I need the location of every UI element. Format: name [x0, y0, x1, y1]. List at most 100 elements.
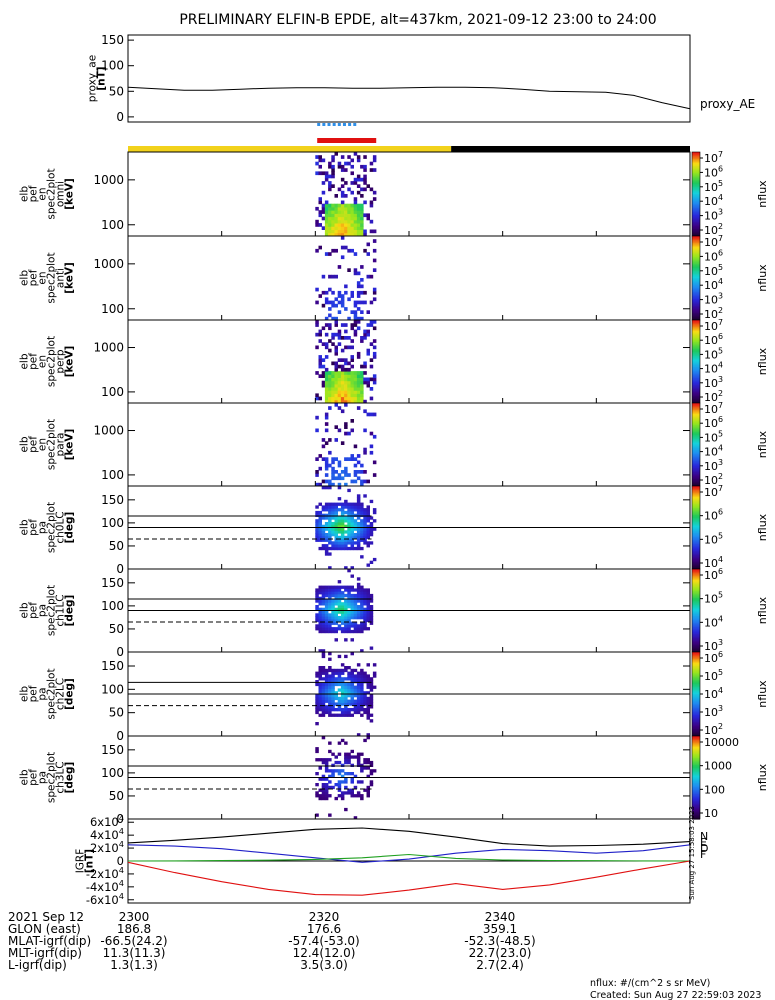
panel-ch0lc-cell [328, 510, 332, 515]
panel-ch3lc-colorbar-segment [692, 810, 700, 813]
panel-ch2lc-colorbar-segment [692, 685, 700, 688]
panel-ch3lc-colorbar-segment [692, 776, 700, 779]
panel-ch2lc-cell [356, 682, 361, 687]
panel-ch3lc-colorbar-segment [692, 741, 700, 744]
panel-omni-cell [369, 219, 374, 224]
panel-ch3lc-cell [324, 763, 329, 767]
panel-anti-colorbar-segment [692, 317, 700, 320]
panel-para-colorbar-segment [692, 461, 700, 464]
panel-omni-cell [328, 181, 332, 185]
panel-ch3lc-cell [344, 780, 348, 784]
panel-anti-cell [328, 300, 332, 305]
panel-perp-cell [369, 387, 374, 391]
panel-ch1lc-label-0: elb [19, 602, 31, 618]
panel-ch3lc-cell [344, 760, 348, 765]
panel-ch2lc-cell [363, 694, 367, 698]
panel-ch0lc-cell [337, 530, 342, 534]
panel-ch3lc-cell [328, 780, 332, 784]
axis-value-2340-0: 359.1 [483, 922, 517, 936]
panel-para-cell [315, 457, 319, 461]
igrf-series-3 [127, 860, 691, 896]
panel-ch0lc-cell [324, 527, 329, 531]
panel-perp-cell [347, 399, 351, 404]
panel-ch2lc-cell [324, 668, 329, 673]
panel-ch2lc-cell [347, 713, 351, 717]
panel-perp-cell [328, 339, 332, 343]
igrf-legend-D: D [700, 842, 708, 855]
panel-perp-colorbar-segment [692, 380, 700, 383]
panel-ch3lc-cell [324, 777, 329, 781]
panel-ch3lc-cell [324, 760, 329, 765]
panel-anti-cell [353, 303, 358, 308]
panel-perp-cell [360, 377, 364, 382]
panel-para-ytick-label: 100 [101, 468, 124, 482]
panel-ch1lc-colorbar-segment [692, 617, 700, 620]
axis-row-label-1: GLON (east) [8, 922, 81, 936]
panel-ch0lc-colorbar-tick-label: 105 [704, 531, 723, 546]
panel-para-cell [356, 470, 361, 474]
panel-anti-colorbar-segment [692, 299, 700, 301]
panel-ch1lc-cell [347, 627, 351, 631]
panel-perp-cell [331, 387, 335, 391]
panel-ch1lc-cell [337, 605, 342, 609]
panel-ch0lc-cell [315, 513, 319, 517]
panel-ch2lc-colorbar-segment [692, 698, 700, 701]
panel-ch2lc-colorbar-segment [692, 726, 700, 729]
panel-para-cell [315, 428, 319, 433]
panel-perp-cell [360, 390, 364, 394]
panel-ch1lc-cell [315, 613, 319, 617]
axis-value-2340-2: 22.7(23.0) [469, 946, 532, 960]
panel-perp-colorbar-segment [692, 343, 700, 346]
panel-ch0lc-cell [331, 524, 335, 528]
panel-ch0lc-cell [334, 519, 338, 523]
panel-ch2lc-cell [347, 674, 351, 678]
panel-ch2lc-cell [318, 691, 322, 695]
panel-ch0lc-colorbar-segment [692, 559, 700, 562]
panel-ch2lc-cell [328, 705, 332, 709]
panel-ch2lc-cell [340, 696, 345, 701]
panel-omni-cell [315, 206, 319, 211]
panel-ch2lc-cell [347, 666, 351, 670]
panel-anti-cell [360, 316, 364, 321]
panel-ch2lc-cell [337, 705, 342, 709]
panel-ch0lc-cell [360, 555, 364, 559]
panel-para-cell [331, 476, 335, 481]
panel-ch2lc-cell [369, 677, 374, 681]
panel-ch3lc-cell [369, 760, 374, 765]
panel-ch3lc-cell [318, 796, 322, 801]
panel-ch0lc-cell [337, 524, 342, 528]
panel-ch2lc-cell [350, 671, 354, 675]
panel-anti-colorbar-segment [692, 307, 700, 310]
panel-perp-cell [340, 396, 345, 401]
panel-perp-colorbar-segment [692, 340, 700, 343]
panel-perp-cell [324, 393, 329, 398]
panel-anti-colorbar-segment [692, 258, 700, 261]
panel-omni-cell [350, 158, 354, 163]
panel-ch0lc-cell [337, 544, 342, 548]
panel-perp-cell [350, 364, 354, 369]
panel-omni-colorbar-segment [692, 178, 700, 181]
panel-ch2lc-colorbar-segment [692, 708, 700, 710]
panel-perp-cell [337, 371, 342, 375]
panel-para-cell [334, 403, 338, 407]
panel-ch3lc-cell [331, 752, 335, 756]
panel-ch1lc-ytick-label: 150 [101, 576, 124, 590]
science-zone-tick [342, 123, 346, 126]
panel-ch3lc-cell [372, 769, 377, 773]
panel-ch1lc-cell [340, 613, 345, 617]
panel-ch3lc-colorbar-segment [692, 812, 700, 815]
panel-omni-cell [353, 197, 358, 201]
panel-ch1lc-cell [334, 596, 338, 600]
panel-para-cell [324, 415, 329, 420]
panel-anti-colorbar-segment [692, 273, 700, 276]
panel-anti-cell [366, 242, 370, 247]
panel-ch0lc-cell [356, 530, 361, 534]
panel-omni-cell [366, 213, 370, 218]
panel-ch3lc-cell [315, 772, 319, 776]
panel-ch2lc-cell [328, 708, 332, 712]
panel-ch1lc-cell [321, 618, 326, 623]
panel-ch0lc-cell [331, 516, 335, 520]
panel-perp-cell [334, 393, 338, 398]
panel-para-cell [344, 457, 348, 461]
